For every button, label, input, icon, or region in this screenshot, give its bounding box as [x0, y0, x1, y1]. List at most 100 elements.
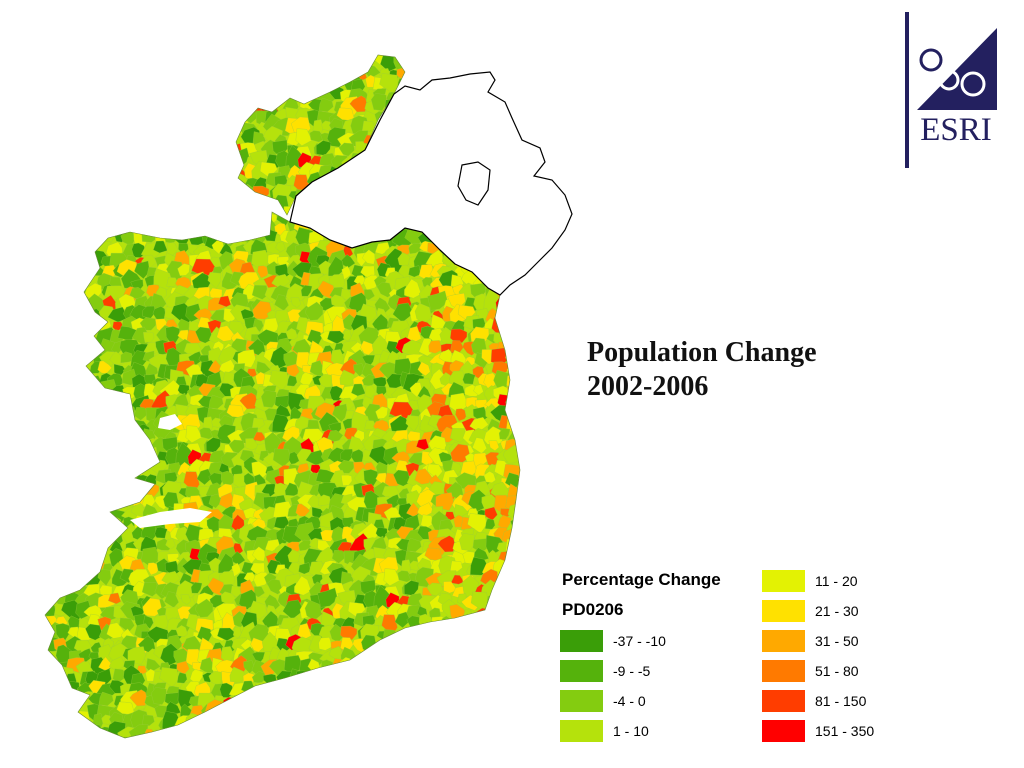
map-region-cell: [286, 63, 306, 80]
map-region-cell: [233, 68, 249, 82]
map-region-cell: [100, 162, 116, 178]
map-region-cell: [26, 165, 38, 180]
legend-label: 51 - 80: [815, 663, 859, 679]
map-region-cell: [517, 703, 520, 718]
map-region-cell: [54, 55, 71, 61]
map-region-cell: [23, 449, 38, 463]
map-region-cell: [437, 535, 456, 553]
map-region-cell: [471, 57, 485, 68]
map-region-cell: [113, 363, 126, 377]
map-region-cell: [55, 331, 69, 346]
map-region-cell: [120, 117, 138, 133]
map-region-cell: [397, 570, 413, 583]
map-region-cell: [45, 261, 47, 275]
map-region-cell: [495, 637, 513, 653]
map-region-cell: [506, 55, 520, 62]
map-region-cell: [79, 189, 94, 202]
map-region-cell: [163, 211, 177, 222]
map-region-cell: [215, 108, 236, 128]
map-region-cell: [488, 638, 502, 651]
map-region-cell: [381, 658, 401, 673]
legend-swatch: [762, 570, 805, 592]
map-region-cell: [484, 506, 498, 521]
map-region-cell: [80, 223, 92, 236]
map-region-cell: [45, 523, 49, 540]
map-region-cell: [73, 131, 93, 147]
map-region-cell: [262, 735, 279, 738]
map-region-cell: [451, 32, 468, 47]
map-region-cell: [54, 728, 68, 738]
map-region-cell: [364, 649, 378, 666]
map-region-cell: [45, 342, 50, 357]
map-region-cell: [45, 715, 54, 732]
map-region-cell: [165, 96, 184, 111]
map-region-cell: [94, 118, 115, 139]
map-region-cell: [101, 108, 121, 124]
map-region-cell: [45, 719, 63, 738]
map-region-cell: [197, 55, 215, 61]
map-region-cell: [45, 128, 48, 143]
map-region-cell: [70, 277, 83, 291]
map-region-cell: [129, 187, 150, 201]
map-region-cell: [75, 339, 92, 356]
map-region-cell: [119, 34, 134, 50]
map-region-cell: [253, 86, 272, 103]
map-region-cell: [97, 208, 115, 228]
map-region-cell: [229, 320, 245, 336]
map-region-cell: [76, 332, 90, 346]
map-region-cell: [365, 696, 378, 710]
legend-swatch: [560, 690, 603, 712]
map-region-cell: [462, 715, 476, 730]
map-region-cell: [498, 580, 516, 599]
map-region-cell: [234, 707, 249, 723]
map-region-cell: [45, 733, 61, 738]
map-region-cell: [445, 660, 457, 674]
map-region-cell: [428, 728, 441, 738]
map-region-cell: [340, 55, 361, 63]
map-region-cell: [141, 582, 158, 597]
map-region-cell: [332, 403, 348, 422]
map-region-cell: [252, 55, 269, 56]
map-region-cell: [242, 55, 256, 59]
map-region-cell: [519, 651, 520, 665]
map-region-cell: [505, 389, 520, 414]
map-region-cell: [91, 132, 108, 150]
map-region-cell: [282, 690, 301, 710]
legend-label: -37 - -10: [613, 633, 666, 649]
map-region-cell: [472, 437, 487, 454]
map-region-cell: [178, 164, 190, 177]
map-region-cell: [99, 480, 114, 497]
map-region-cell: [25, 554, 38, 567]
map-region-cell: [203, 196, 224, 218]
map-region-cell: [153, 240, 168, 254]
map-region-cell: [251, 285, 268, 300]
map-region-cell: [155, 67, 170, 80]
map-region-cell: [79, 113, 92, 127]
map-region-cell: [506, 724, 520, 738]
map-region-cell: [402, 652, 424, 668]
map-region-cell: [294, 575, 312, 596]
map-region-cell: [416, 714, 434, 731]
map-region-cell: [143, 122, 154, 137]
map-region-cell: [297, 36, 310, 49]
map-region-cell: [89, 232, 100, 244]
map-region-cell: [84, 456, 106, 477]
map-region-cell: [498, 742, 513, 752]
map-region-cell: [464, 659, 477, 673]
map-region-cell: [20, 584, 35, 595]
map-region-cell: [508, 550, 520, 564]
map-region-cell: [45, 602, 46, 616]
map-region-cell: [67, 560, 81, 573]
map-region-cell: [416, 438, 429, 451]
map-region-cell: [121, 417, 141, 432]
map-region-cell: [64, 711, 85, 733]
map-region-cell: [197, 716, 210, 732]
map-region-cell: [144, 740, 158, 752]
map-region-cell: [240, 206, 255, 223]
map-region-cell: [19, 460, 42, 478]
map-region-cell: [56, 539, 69, 553]
map-region-cell: [120, 481, 138, 498]
map-region-cell: [516, 403, 520, 419]
map-region-cell: [450, 574, 465, 585]
